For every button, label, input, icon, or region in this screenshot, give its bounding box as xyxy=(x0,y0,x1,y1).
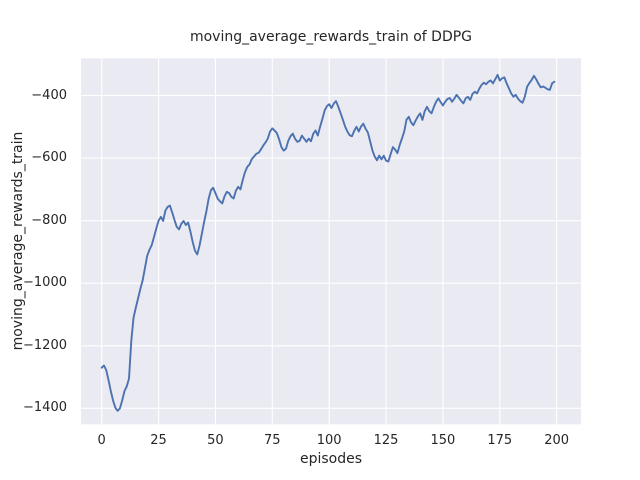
y-tick-label-−600: −600 xyxy=(31,150,67,166)
y-tick-label-−400: −400 xyxy=(31,87,67,103)
y-axis-label: moving_average_rewards_train xyxy=(10,131,26,351)
x-tick-label-25: 25 xyxy=(150,433,167,448)
y-tick-label-−800: −800 xyxy=(31,212,67,228)
x-tick-label-200: 200 xyxy=(544,433,570,448)
y-tick-label-−1400: −1400 xyxy=(23,400,67,416)
x-tick-label-125: 125 xyxy=(373,433,399,448)
x-tick-label-175: 175 xyxy=(487,433,513,448)
x-tick-label-150: 150 xyxy=(430,433,456,448)
x-tick-label-0: 0 xyxy=(97,433,106,448)
y-tick-label-−1200: −1200 xyxy=(23,337,67,353)
x-axis-label: episodes xyxy=(299,451,363,467)
x-tick-label-100: 100 xyxy=(316,433,342,448)
y-tick-label-−1000: −1000 xyxy=(23,275,67,291)
x-tick-label-50: 50 xyxy=(207,433,224,448)
chart-title: moving_average_rewards_train of DDPG xyxy=(189,29,473,45)
plot-area xyxy=(81,58,581,425)
x-tick-label-75: 75 xyxy=(264,433,281,448)
reward-line xyxy=(100,73,556,412)
